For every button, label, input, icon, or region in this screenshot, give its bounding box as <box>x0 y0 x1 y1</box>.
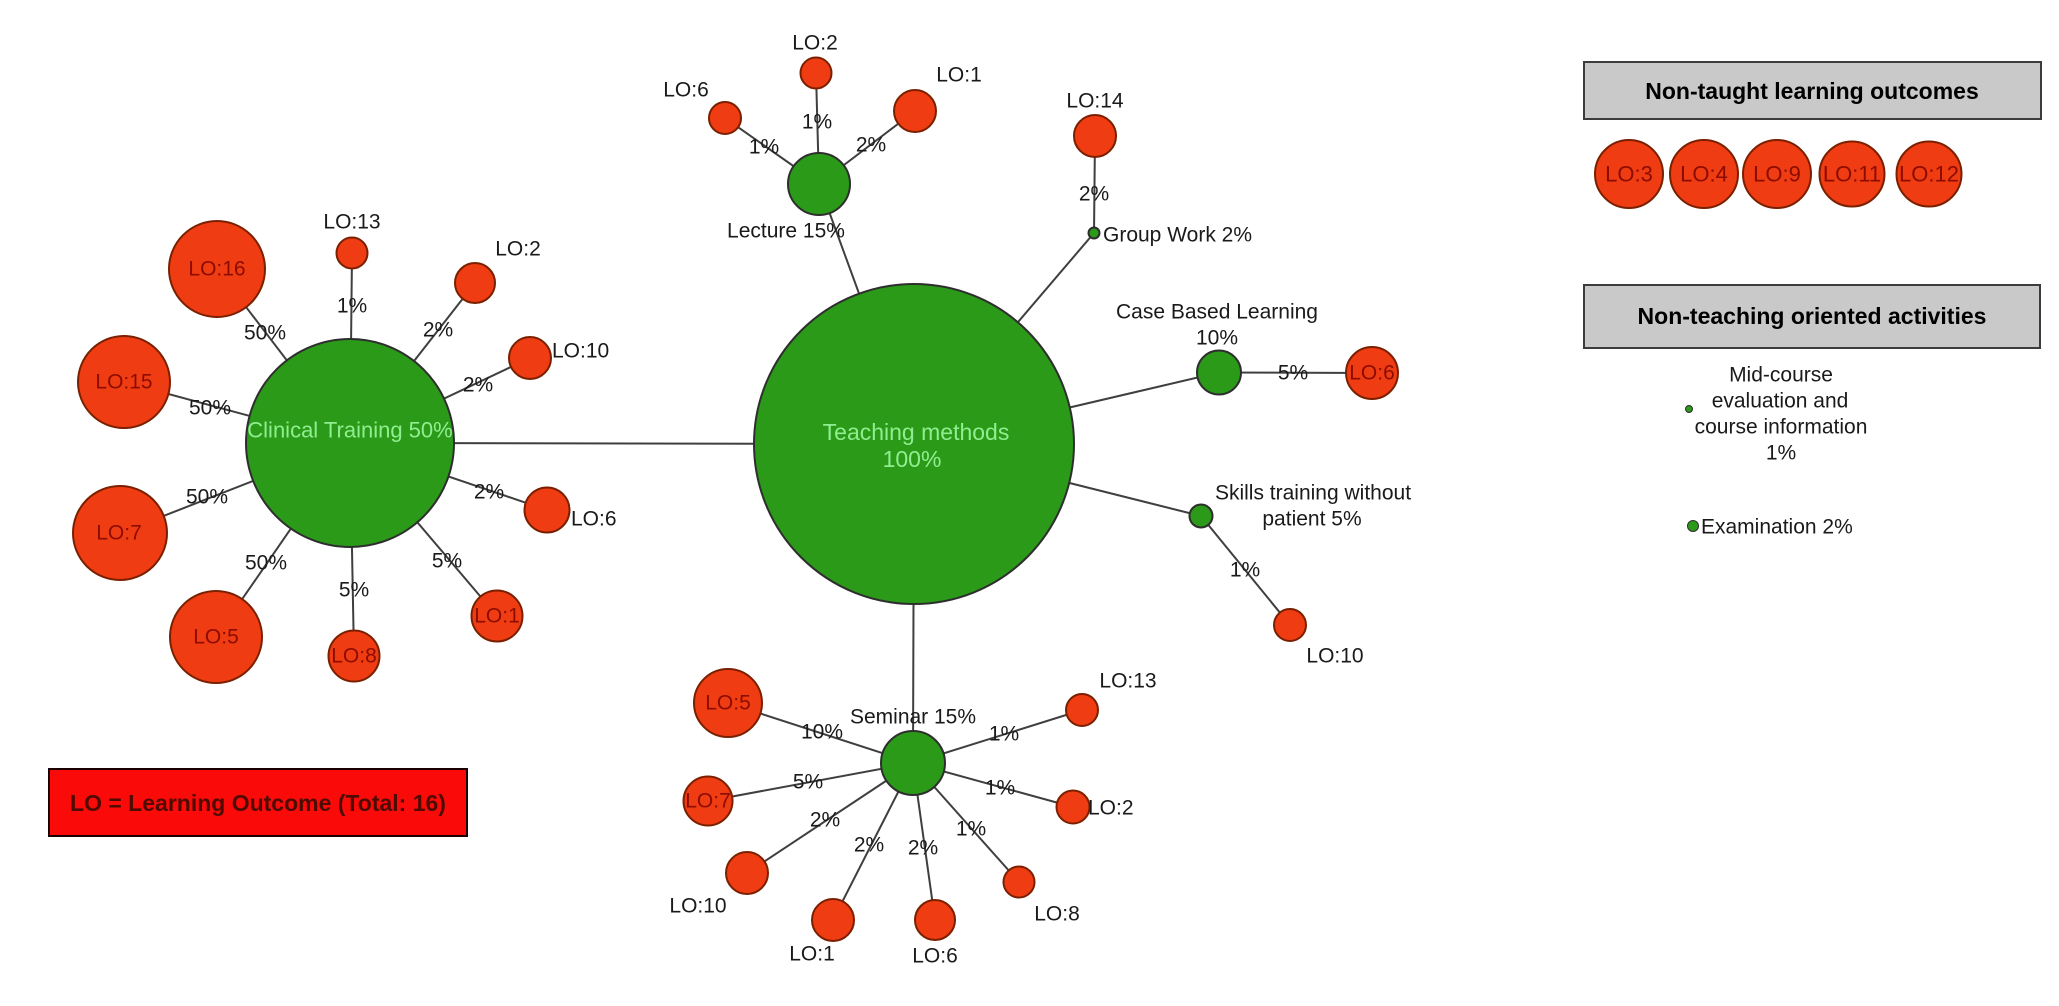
svg-text:5%: 5% <box>1278 362 1308 385</box>
svg-text:2%: 2% <box>474 481 504 504</box>
svg-text:1%: 1% <box>989 723 1019 746</box>
svg-text:Skills training without: Skills training without <box>1215 482 1411 505</box>
svg-text:LO:2: LO:2 <box>1088 797 1134 820</box>
svg-text:LO:10: LO:10 <box>552 340 609 363</box>
svg-text:1%: 1% <box>749 136 779 159</box>
svg-text:50%: 50% <box>189 397 231 420</box>
svg-text:Group Work 2%: Group Work 2% <box>1103 224 1252 247</box>
svg-text:LO:10: LO:10 <box>1306 645 1363 668</box>
svg-text:LO:7: LO:7 <box>685 790 731 813</box>
svg-text:LO:2: LO:2 <box>792 32 838 55</box>
svg-text:LO:13: LO:13 <box>323 211 380 234</box>
svg-text:2%: 2% <box>423 319 453 342</box>
svg-text:course information: course information <box>1695 416 1868 439</box>
svg-text:LO:2: LO:2 <box>495 238 541 261</box>
svg-text:LO:12: LO:12 <box>1899 162 1959 187</box>
svg-text:LO:10: LO:10 <box>669 895 726 918</box>
svg-text:Non-taught learning outcomes: Non-taught learning outcomes <box>1645 78 1979 104</box>
svg-text:LO:6: LO:6 <box>571 508 617 531</box>
svg-text:LO:6: LO:6 <box>1349 362 1395 385</box>
svg-text:patient 5%: patient 5% <box>1262 508 1361 531</box>
svg-text:5%: 5% <box>793 771 823 794</box>
svg-text:10%: 10% <box>1196 327 1238 350</box>
svg-text:5%: 5% <box>432 550 462 573</box>
svg-text:50%: 50% <box>186 486 228 509</box>
svg-text:LO:15: LO:15 <box>95 371 152 394</box>
svg-text:evaluation and: evaluation and <box>1712 390 1849 413</box>
svg-text:LO:8: LO:8 <box>331 645 377 668</box>
svg-text:LO:7: LO:7 <box>96 522 142 545</box>
svg-text:LO:14: LO:14 <box>1066 90 1124 113</box>
svg-text:Mid-course: Mid-course <box>1729 364 1833 387</box>
svg-text:10%: 10% <box>801 721 843 744</box>
svg-text:1%: 1% <box>1766 442 1796 465</box>
svg-text:LO:4: LO:4 <box>1680 162 1728 187</box>
svg-text:LO:1: LO:1 <box>474 605 520 628</box>
svg-text:5%: 5% <box>339 579 369 602</box>
svg-text:Seminar 15%: Seminar 15% <box>850 706 976 729</box>
svg-text:Case Based Learning: Case Based Learning <box>1116 301 1318 324</box>
svg-text:LO:9: LO:9 <box>1753 162 1801 187</box>
svg-text:LO:1: LO:1 <box>789 943 835 966</box>
svg-text:50%: 50% <box>244 322 286 345</box>
svg-text:LO:16: LO:16 <box>188 258 245 281</box>
svg-text:2%: 2% <box>463 374 493 397</box>
svg-text:LO:6: LO:6 <box>912 945 958 968</box>
svg-text:Clinical Training 50%: Clinical Training 50% <box>247 418 452 443</box>
svg-text:1%: 1% <box>1230 559 1260 582</box>
svg-text:1%: 1% <box>337 295 367 318</box>
svg-text:Lecture 15%: Lecture 15% <box>727 220 845 243</box>
svg-text:2%: 2% <box>908 837 938 860</box>
svg-text:LO:5: LO:5 <box>193 626 239 649</box>
svg-text:LO:1: LO:1 <box>936 64 982 87</box>
svg-text:LO:13: LO:13 <box>1099 670 1156 693</box>
svg-text:LO:11: LO:11 <box>1823 162 1881 187</box>
svg-text:1%: 1% <box>802 111 832 134</box>
svg-text:LO:3: LO:3 <box>1605 162 1653 187</box>
svg-text:1%: 1% <box>985 777 1015 800</box>
svg-text:Non-teaching oriented activiti: Non-teaching oriented activities <box>1638 303 1987 329</box>
svg-text:1%: 1% <box>956 818 986 841</box>
svg-text:LO:6: LO:6 <box>663 79 709 102</box>
svg-text:2%: 2% <box>856 134 886 157</box>
svg-text:50%: 50% <box>245 552 287 575</box>
svg-text:2%: 2% <box>854 834 884 857</box>
svg-text:Examination 2%: Examination 2% <box>1701 516 1853 539</box>
svg-text:2%: 2% <box>1079 183 1109 206</box>
svg-text:100%: 100% <box>883 446 942 472</box>
svg-text:LO:5: LO:5 <box>705 692 751 715</box>
svg-text:2%: 2% <box>810 809 840 832</box>
svg-text:LO = Learning Outcome (Total:: LO = Learning Outcome (Total: 16) <box>70 790 446 816</box>
svg-text:Teaching methods: Teaching methods <box>823 419 1010 445</box>
svg-text:LO:8: LO:8 <box>1034 903 1080 926</box>
